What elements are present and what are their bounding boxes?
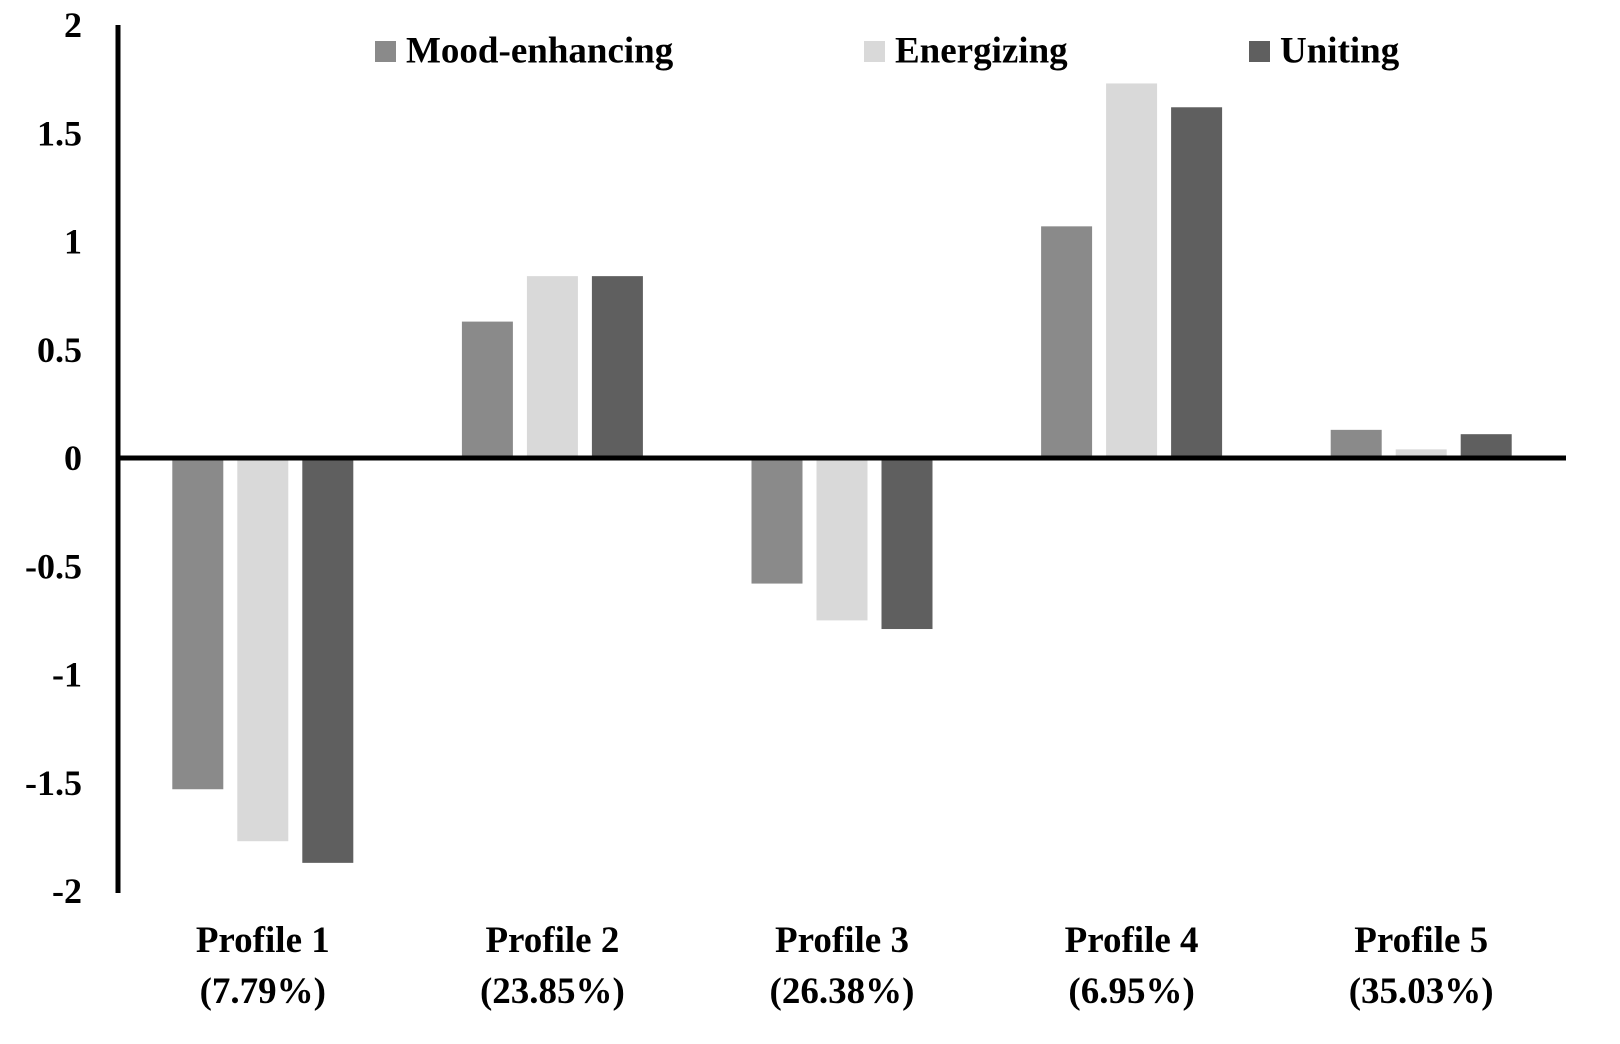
- category-label-percent: (35.03%): [1349, 971, 1494, 1012]
- y-tick-label: 2: [64, 5, 82, 45]
- y-tick-label: -0.5: [25, 546, 82, 586]
- bar-mood-enhancing-profile-5: [1330, 429, 1382, 458]
- legend-swatch: [1249, 41, 1270, 62]
- category-label-name: Profile 1: [196, 920, 330, 961]
- legend: Mood-enhancing Energizing Uniting: [375, 31, 1400, 72]
- y-tick-label: 1.5: [37, 113, 82, 153]
- y-tick-label: -1: [52, 655, 82, 695]
- category-label-name: Profile 5: [1354, 920, 1488, 961]
- legend-label: Uniting: [1280, 31, 1400, 72]
- category-label-percent: (23.85%): [480, 971, 625, 1012]
- bar-mood-enhancing-profile-1: [172, 458, 224, 790]
- y-tick-label: 1: [64, 222, 82, 262]
- bar-uniting-profile-3: [881, 458, 933, 630]
- legend-swatch: [375, 41, 396, 62]
- category-label-percent: (6.95%): [1068, 971, 1194, 1012]
- bar-energizing-profile-4: [1106, 83, 1158, 458]
- legend-item-uniting: Uniting: [1249, 31, 1400, 72]
- bar-energizing-profile-2: [526, 276, 578, 458]
- axes-layer: [115, 25, 1566, 893]
- bar-mood-enhancing-profile-2: [461, 321, 513, 458]
- category-label-name: Profile 2: [485, 920, 619, 961]
- bar-uniting-profile-1: [302, 458, 354, 863]
- bar-energizing-profile-1: [237, 458, 289, 842]
- bar-energizing-profile-3: [816, 458, 868, 621]
- x-category-labels: Profile 1 (7.79%) Profile 2 (23.85%) Profile…: [196, 920, 1494, 1012]
- category-label-name: Profile 4: [1065, 920, 1199, 961]
- legend-item-energizing: Energizing: [864, 31, 1068, 72]
- legend-label: Mood-enhancing: [406, 31, 674, 72]
- bar-mood-enhancing-profile-3: [751, 458, 803, 584]
- category-label-name: Profile 3: [775, 920, 909, 961]
- y-tick-label: 0.5: [37, 330, 82, 370]
- legend-label: Energizing: [895, 31, 1068, 72]
- bar-uniting-profile-2: [591, 276, 643, 458]
- category-label-percent: (7.79%): [200, 971, 326, 1012]
- bar-energizing-profile-5: [1395, 449, 1447, 458]
- y-tick-label: -2: [52, 871, 82, 911]
- bars-layer: [172, 83, 1512, 863]
- legend-swatch: [864, 41, 885, 62]
- bar-uniting-profile-5: [1460, 434, 1512, 458]
- legend-item-mood-enhancing: Mood-enhancing: [375, 31, 674, 72]
- category-label-percent: (26.38%): [770, 971, 915, 1012]
- bar-mood-enhancing-profile-4: [1041, 226, 1093, 458]
- bar-uniting-profile-4: [1171, 107, 1223, 459]
- y-tick-label: -1.5: [25, 763, 82, 803]
- y-tick-labels: 2 1.5 1 0.5 0 -0.5 -1 -1.5 -2: [25, 5, 82, 911]
- y-tick-label: 0: [64, 438, 82, 478]
